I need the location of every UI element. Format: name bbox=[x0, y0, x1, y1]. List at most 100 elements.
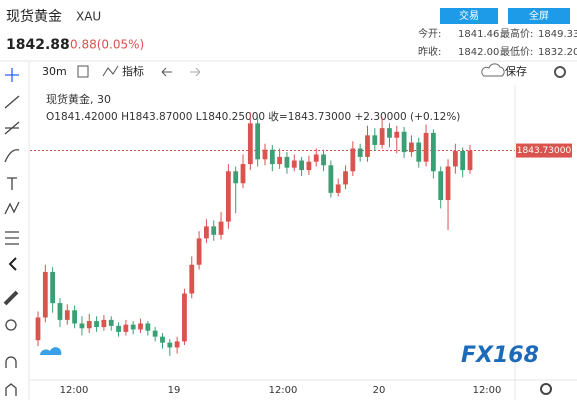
crosshair-tool[interactable] bbox=[5, 68, 19, 82]
candle-body bbox=[299, 160, 304, 171]
candle-body bbox=[174, 341, 180, 348]
fib-tool[interactable] bbox=[4, 121, 20, 135]
candle-body bbox=[313, 154, 319, 162]
candle-body bbox=[182, 293, 187, 342]
legend-ohlc: O1841.42000 H1843.87000 L1840.25000 收=18… bbox=[46, 110, 460, 123]
stat-label: 最高价: bbox=[500, 27, 533, 40]
brush-tool[interactable] bbox=[4, 149, 20, 163]
candle-body bbox=[394, 131, 400, 138]
x-tick-label: 20 bbox=[373, 385, 386, 396]
fullscreen-button[interactable] bbox=[508, 8, 570, 24]
stat-label: 最低价: bbox=[500, 45, 533, 58]
candle-body bbox=[64, 310, 70, 320]
indicators[interactable]: 指标 bbox=[122, 64, 144, 78]
text-tool[interactable] bbox=[7, 177, 17, 190]
candle-body bbox=[225, 171, 231, 222]
candle-body bbox=[167, 342, 173, 348]
candle-body bbox=[233, 171, 239, 184]
candle-body bbox=[291, 160, 297, 168]
candle-body bbox=[42, 271, 48, 318]
lock-tool[interactable] bbox=[5, 383, 17, 396]
candle-body bbox=[460, 150, 466, 171]
candle-body bbox=[123, 324, 129, 332]
trade-label[interactable]: 交易 bbox=[459, 9, 479, 22]
candle-body bbox=[145, 323, 151, 331]
candle-body bbox=[387, 128, 392, 138]
candle-body bbox=[189, 264, 195, 294]
candle-body bbox=[57, 303, 63, 320]
candle-body bbox=[50, 271, 56, 304]
candle-body bbox=[160, 336, 165, 343]
candle-body bbox=[357, 148, 363, 157]
fullscreen-label[interactable]: 全屏 bbox=[529, 9, 549, 22]
candle-body bbox=[306, 161, 312, 171]
candle-body bbox=[108, 319, 114, 326]
candle-body bbox=[438, 171, 444, 201]
candle-body bbox=[365, 135, 370, 157]
candle-body bbox=[101, 319, 107, 328]
symbol: XAU bbox=[76, 10, 101, 24]
stat-label: 今开: bbox=[418, 27, 441, 40]
redo[interactable] bbox=[190, 67, 201, 77]
candle-body bbox=[218, 221, 224, 235]
candle-body bbox=[328, 165, 334, 193]
stat-value: 1849.33 bbox=[538, 29, 577, 40]
price-tag-label: 1843.73000 bbox=[517, 146, 572, 156]
prediction-tool[interactable] bbox=[5, 231, 19, 245]
candle-body bbox=[72, 310, 78, 324]
x-tick-label: 12:00 bbox=[269, 385, 298, 396]
stat-value: 1832.20 bbox=[538, 47, 577, 58]
price: 1842.88 bbox=[6, 37, 70, 53]
candle-body bbox=[211, 226, 217, 235]
logo: FX168 bbox=[461, 343, 539, 368]
candle-body bbox=[321, 154, 326, 166]
axis-settings[interactable] bbox=[540, 383, 552, 395]
candle-icon[interactable] bbox=[77, 65, 89, 78]
indicator-icon[interactable] bbox=[102, 65, 119, 77]
line-tool[interactable] bbox=[4, 95, 20, 109]
title: 现货黄金 bbox=[6, 8, 62, 25]
candle-body bbox=[240, 164, 246, 184]
candle-body bbox=[452, 150, 458, 167]
magnet-tool[interactable] bbox=[5, 356, 17, 368]
interval[interactable]: 30m bbox=[42, 65, 67, 78]
save[interactable]: 保存 bbox=[505, 64, 527, 78]
undo[interactable] bbox=[161, 67, 172, 77]
candle-body bbox=[262, 149, 268, 160]
candle-body bbox=[467, 150, 473, 171]
back-tool[interactable] bbox=[8, 257, 17, 271]
candle-body bbox=[423, 132, 429, 162]
x-tick-label: 12:00 bbox=[473, 385, 502, 396]
pattern-tool[interactable] bbox=[4, 201, 20, 215]
candle-body bbox=[79, 323, 85, 329]
settings[interactable] bbox=[554, 66, 566, 78]
x-tick-label: 19 bbox=[168, 385, 181, 396]
candle-body bbox=[350, 148, 356, 172]
candle-body bbox=[255, 123, 261, 160]
stat-value: 1841.46 bbox=[458, 29, 499, 40]
candle-body bbox=[152, 330, 158, 337]
candle-body bbox=[416, 142, 422, 162]
candle-body bbox=[430, 132, 436, 172]
legend-name: 现货黄金, 30 bbox=[46, 92, 111, 106]
watermark-icon bbox=[40, 347, 62, 355]
x-tick-label: 12:00 bbox=[60, 385, 89, 396]
candle-body bbox=[35, 317, 41, 341]
candle-body bbox=[138, 323, 143, 330]
candle-body bbox=[116, 325, 121, 332]
candle-body bbox=[379, 128, 385, 145]
candle-body bbox=[130, 324, 136, 330]
candle-body bbox=[372, 135, 378, 145]
zoom-tool[interactable] bbox=[5, 319, 17, 331]
price-tag bbox=[516, 143, 572, 158]
candle-body bbox=[409, 142, 414, 153]
ruler-tool[interactable] bbox=[3, 290, 19, 306]
candle-body bbox=[335, 184, 341, 193]
cloud-icon[interactable] bbox=[481, 63, 505, 77]
candle-body bbox=[86, 321, 92, 329]
trade-button[interactable] bbox=[440, 8, 498, 24]
candle-body bbox=[204, 226, 209, 239]
candle-body bbox=[277, 156, 283, 165]
candle-body bbox=[445, 166, 451, 201]
